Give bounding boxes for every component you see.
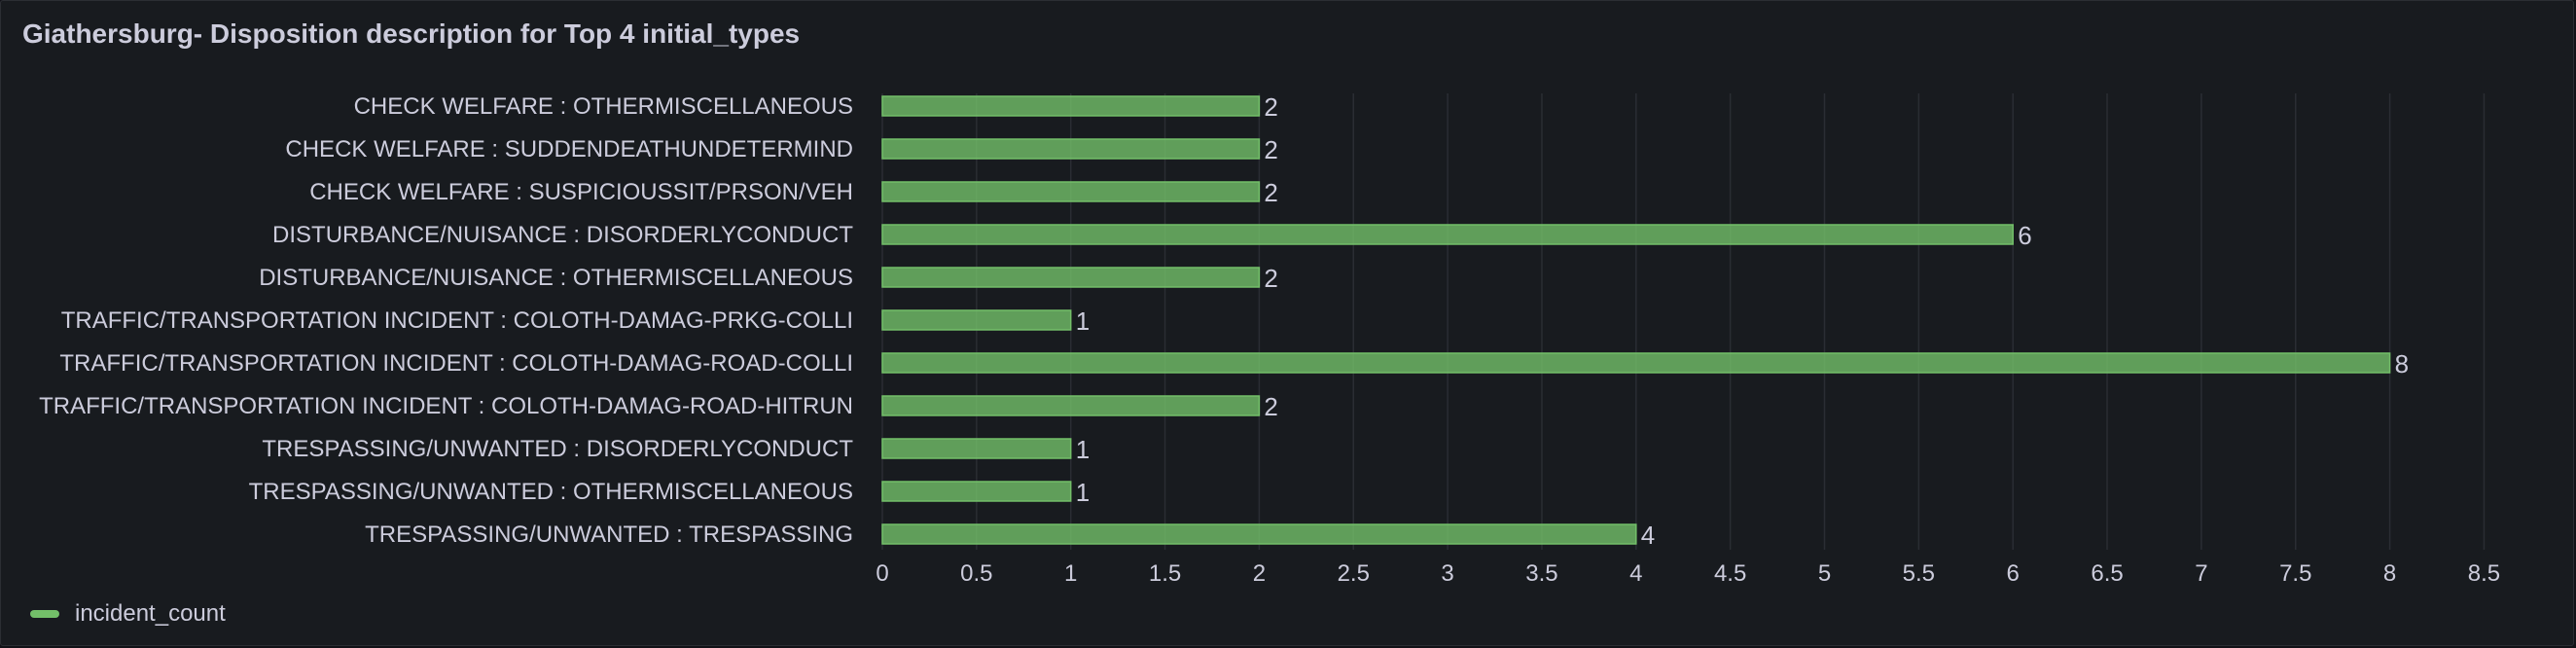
bar bbox=[881, 267, 1261, 288]
x-tick-label: 1 bbox=[1064, 560, 1077, 585]
x-tick-label: 3.5 bbox=[1525, 560, 1557, 585]
bar-value-label: 4 bbox=[1641, 521, 1655, 550]
bar-chart: 0 0.5 1 1.5 2 2.5 3 3.5 4 4.5 5 5.5 6 6.5 7 7.5 8 8.5 CHEC… bbox=[39, 92, 2500, 585]
category-label: DISTURBANCE/NUISANCE : OTHERMISCELLANEOU… bbox=[259, 265, 853, 291]
x-tick-label: 2.5 bbox=[1338, 560, 1370, 585]
x-tick-label: 8.5 bbox=[2468, 560, 2500, 585]
x-tick-label: 0.5 bbox=[960, 560, 992, 585]
legend[interactable]: incident_count bbox=[30, 596, 226, 631]
x-tick-label: 7 bbox=[2195, 560, 2207, 585]
x-tick-label: 1.5 bbox=[1149, 560, 1181, 585]
x-tick-label: 8 bbox=[2383, 560, 2396, 585]
bar-value-label: 6 bbox=[2018, 221, 2031, 250]
category-label: TRAFFIC/TRANSPORTATION INCIDENT : COLOTH… bbox=[59, 350, 853, 377]
x-tick-label: 3 bbox=[1441, 560, 1453, 585]
category-label: TRESPASSING/UNWANTED : TRESPASSING bbox=[365, 522, 853, 548]
x-tick-label: 5 bbox=[1818, 560, 1831, 585]
category-label: TRAFFIC/TRANSPORTATION INCIDENT : COLOTH… bbox=[61, 307, 853, 334]
bar-value-label: 1 bbox=[1076, 306, 1090, 336]
bar-value-label: 1 bbox=[1076, 478, 1090, 507]
x-tick-label: 5.5 bbox=[1903, 560, 1935, 585]
x-tick-label: 6.5 bbox=[2091, 560, 2123, 585]
bar bbox=[881, 481, 1072, 502]
bar-value-label: 2 bbox=[1264, 135, 1277, 164]
legend-swatch bbox=[30, 610, 59, 618]
x-tick-label: 4.5 bbox=[1714, 560, 1746, 585]
category-label: TRESPASSING/UNWANTED : OTHERMISCELLANEOU… bbox=[249, 479, 853, 505]
category-label: DISTURBANCE/NUISANCE : DISORDERLYCONDUCT bbox=[272, 222, 853, 248]
legend-label: incident_count bbox=[75, 600, 226, 627]
category-label: TRESPASSING/UNWANTED : DISORDERLYCONDUCT bbox=[262, 436, 853, 462]
bar bbox=[881, 309, 1072, 331]
bar-value-label: 1 bbox=[1076, 435, 1090, 464]
bar bbox=[881, 138, 1261, 160]
panel-title: Giathersburg- Disposition description fo… bbox=[22, 18, 801, 49]
x-tick-label: 7.5 bbox=[2279, 560, 2311, 585]
x-tick-label: 6 bbox=[2007, 560, 2020, 585]
x-tick-label: 2 bbox=[1253, 560, 1266, 585]
category-label: CHECK WELFARE : SUDDENDEATHUNDETERMIND bbox=[285, 136, 853, 162]
category-label: TRAFFIC/TRANSPORTATION INCIDENT : COLOTH… bbox=[39, 393, 853, 419]
bar-value-label: 2 bbox=[1264, 392, 1277, 421]
bar bbox=[881, 224, 2014, 245]
bar-value-label: 8 bbox=[2395, 349, 2409, 378]
bar bbox=[881, 352, 2391, 374]
bar-value-label: 2 bbox=[1264, 178, 1277, 207]
category-label: CHECK WELFARE : SUSPICIOUSSIT/PRSON/VEH bbox=[309, 179, 853, 205]
bar-value-label: 2 bbox=[1264, 264, 1277, 293]
bar bbox=[881, 438, 1072, 459]
bar bbox=[881, 523, 1637, 545]
x-tick-label: 4 bbox=[1629, 560, 1642, 585]
bar bbox=[881, 181, 1261, 202]
x-tick-label: 0 bbox=[876, 560, 888, 585]
category-label: CHECK WELFARE : OTHERMISCELLANEOUS bbox=[354, 93, 853, 120]
bar-value-label: 2 bbox=[1264, 92, 1277, 122]
bar bbox=[881, 95, 1261, 117]
bar bbox=[881, 395, 1261, 416]
